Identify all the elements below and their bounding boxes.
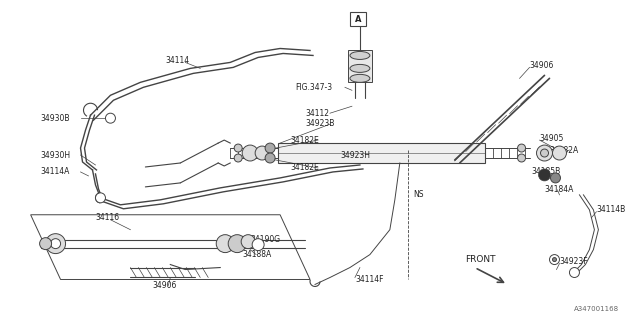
Ellipse shape — [350, 74, 370, 82]
Circle shape — [234, 154, 242, 162]
Circle shape — [550, 173, 561, 183]
Text: 34930H: 34930H — [40, 150, 71, 160]
Text: 34930B: 34930B — [40, 114, 70, 123]
Text: 34923F: 34923F — [559, 257, 588, 266]
Circle shape — [536, 145, 552, 161]
Bar — [348, 51, 372, 82]
Circle shape — [552, 146, 566, 160]
Text: NS: NS — [413, 190, 423, 199]
Polygon shape — [31, 215, 310, 279]
Circle shape — [541, 149, 548, 157]
Bar — [278, 143, 484, 163]
Circle shape — [252, 239, 264, 251]
Text: FIG.347-3: FIG.347-3 — [295, 83, 332, 92]
Text: 34905: 34905 — [540, 133, 564, 143]
Circle shape — [95, 193, 106, 203]
Circle shape — [518, 154, 525, 162]
Circle shape — [106, 113, 115, 123]
Text: 34923B: 34923B — [305, 119, 335, 128]
Text: 34114B: 34114B — [596, 205, 626, 214]
Text: 34116: 34116 — [95, 213, 120, 222]
Circle shape — [255, 146, 269, 160]
Circle shape — [228, 235, 246, 252]
Circle shape — [40, 238, 52, 250]
Circle shape — [241, 235, 255, 249]
Text: 34182A: 34182A — [550, 146, 579, 155]
Text: 34112: 34112 — [305, 109, 329, 118]
Circle shape — [265, 143, 275, 153]
Text: FRONT: FRONT — [465, 255, 495, 264]
Text: 34188A: 34188A — [242, 250, 271, 259]
Circle shape — [242, 145, 258, 161]
Ellipse shape — [350, 64, 370, 72]
Circle shape — [550, 255, 559, 265]
Circle shape — [51, 239, 61, 249]
Circle shape — [570, 268, 579, 277]
Text: A347001168: A347001168 — [574, 306, 620, 312]
Circle shape — [538, 169, 550, 181]
Ellipse shape — [350, 52, 370, 60]
Circle shape — [216, 235, 234, 252]
Text: 34906: 34906 — [529, 61, 554, 70]
Text: 34184A: 34184A — [545, 185, 574, 194]
Circle shape — [552, 258, 557, 261]
Text: 34906: 34906 — [152, 281, 177, 290]
Circle shape — [234, 144, 242, 152]
Text: 34114: 34114 — [165, 56, 189, 65]
Text: 34182E: 34182E — [290, 164, 319, 172]
FancyBboxPatch shape — [350, 12, 366, 26]
Text: 34114A: 34114A — [40, 167, 70, 176]
Circle shape — [518, 144, 525, 152]
Text: 34923H: 34923H — [340, 150, 370, 160]
Text: 34114F: 34114F — [355, 275, 383, 284]
Text: 34182E: 34182E — [290, 136, 319, 145]
Text: A: A — [355, 15, 361, 24]
Text: 34185B: 34185B — [532, 167, 561, 176]
Circle shape — [45, 234, 65, 253]
Text: 34190G: 34190G — [250, 235, 280, 244]
Circle shape — [265, 153, 275, 163]
